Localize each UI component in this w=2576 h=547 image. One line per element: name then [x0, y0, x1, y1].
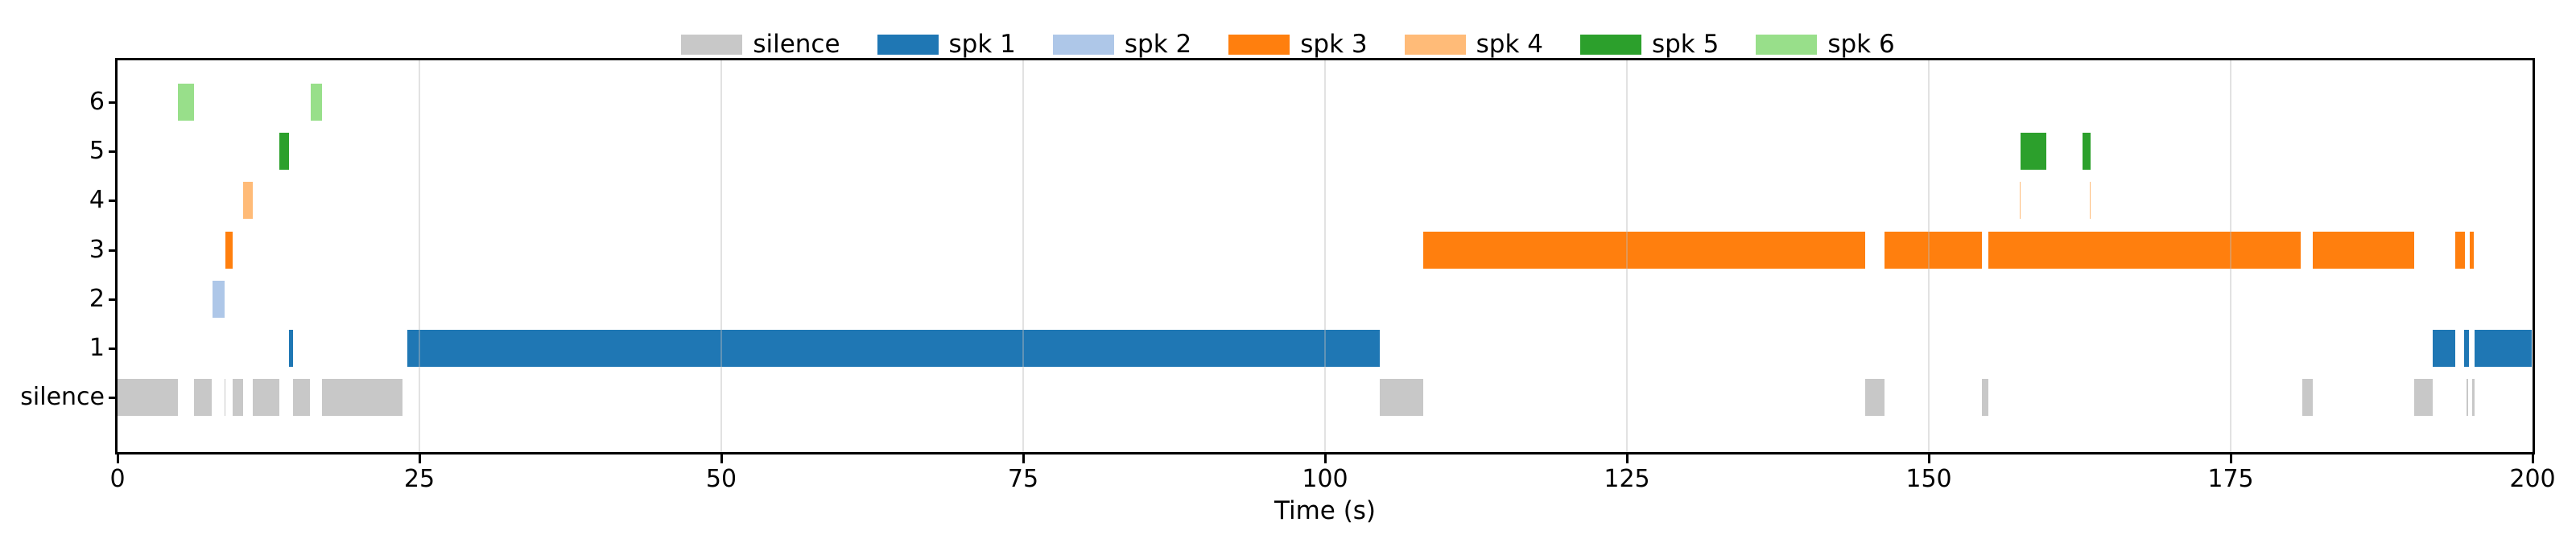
segment-spk-3: [2455, 232, 2465, 269]
y-tick-mark: [109, 396, 118, 399]
x-tick-mark: [1323, 454, 1327, 463]
y-tick-mark: [109, 298, 118, 301]
segment-silence: [253, 379, 279, 416]
legend: silence spk 1 spk 2 spk 3 spk 4 spk 5 spk 6: [0, 32, 2576, 57]
segment-spk-1: [289, 330, 293, 367]
legend-item-spk-4: spk 4: [1404, 30, 1543, 59]
segment-spk-4: [243, 182, 253, 219]
segment-spk-6: [311, 84, 322, 121]
gridline: [1324, 60, 1326, 452]
x-tick-mark: [1625, 454, 1629, 463]
segment-spk-3: [2470, 232, 2474, 269]
segment-spk-5: [279, 133, 289, 170]
segment-spk-5: [2021, 133, 2046, 170]
x-tick-label-75: 75: [1007, 465, 1039, 493]
y-tick-mark: [109, 347, 118, 350]
legend-swatch-icon: [1404, 35, 1466, 55]
gridline: [1022, 60, 1024, 452]
x-tick-mark: [1022, 454, 1025, 463]
legend-label: spk 3: [1300, 30, 1368, 59]
x-tick-label-175: 175: [2207, 465, 2254, 493]
segment-spk-3: [1988, 232, 2301, 269]
y-tick-label-4: 4: [89, 186, 105, 214]
legend-label: spk 6: [1827, 30, 1895, 59]
plot-area: [118, 60, 2533, 452]
segment-silence: [292, 379, 310, 416]
segment-spk-4: [2089, 182, 2091, 219]
legend-label: spk 2: [1124, 30, 1192, 59]
segment-silence: [2414, 379, 2433, 416]
segment-spk-6: [178, 84, 194, 121]
segment-spk-3: [1422, 232, 1865, 269]
x-tick-mark: [2229, 454, 2232, 463]
x-tick-label-0: 0: [109, 465, 126, 493]
gridline: [419, 60, 420, 452]
x-tick-mark: [1927, 454, 1930, 463]
segment-silence: [2301, 379, 2313, 416]
segment-spk-2: [212, 281, 225, 318]
segment-silence: [1379, 379, 1423, 416]
y-tick-label-2: 2: [89, 285, 105, 313]
legend-swatch-icon: [1756, 35, 1818, 55]
y-tick-mark: [109, 249, 118, 252]
segment-spk-3: [1884, 232, 1982, 269]
legend-swatch-icon: [1579, 35, 1641, 55]
gridline: [720, 60, 722, 452]
segment-silence: [2467, 379, 2469, 416]
legend-item-spk-6: spk 6: [1756, 30, 1895, 59]
segment-silence: [1864, 379, 1885, 416]
legend-item-spk-5: spk 5: [1579, 30, 1719, 59]
segment-silence: [232, 379, 243, 416]
legend-label: spk 1: [948, 30, 1016, 59]
legend-item-silence: silence: [681, 32, 840, 57]
segment-spk-5: [2082, 133, 2091, 170]
segment-silence: [1982, 379, 1988, 416]
segment-silence: [193, 379, 212, 416]
x-tick-label-150: 150: [1905, 465, 1952, 493]
y-tick-mark: [109, 199, 118, 202]
segment-spk-3: [2313, 232, 2414, 269]
segment-spk-1: [2432, 330, 2455, 367]
segment-silence: [321, 379, 402, 416]
x-tick-mark: [720, 454, 723, 463]
y-tick-label-silence: silence: [20, 383, 105, 411]
x-tick-mark: [418, 454, 421, 463]
gridline: [2230, 60, 2231, 452]
legend-label: spk 5: [1651, 30, 1719, 59]
y-tick-label-3: 3: [89, 236, 105, 264]
y-tick-mark: [109, 101, 118, 104]
legend-swatch-icon: [1052, 35, 1114, 55]
y-tick-label-1: 1: [89, 334, 105, 362]
y-tick-label-5: 5: [89, 137, 105, 165]
gridline: [1928, 60, 1930, 452]
gridline: [1626, 60, 1628, 452]
x-tick-mark: [2531, 454, 2534, 463]
y-tick-mark: [109, 150, 118, 153]
segment-spk-1: [2475, 330, 2532, 367]
segment-spk-4: [2019, 182, 2021, 219]
segment-silence: [118, 379, 178, 416]
x-axis-title: Time (s): [1274, 496, 1377, 525]
legend-label: spk 4: [1476, 30, 1543, 59]
x-tick-label-125: 125: [1604, 465, 1650, 493]
x-tick-mark: [116, 454, 119, 463]
legend-item-spk-2: spk 2: [1052, 30, 1192, 59]
legend-item-spk-1: spk 1: [877, 32, 1016, 57]
legend-swatch-icon: [877, 35, 939, 55]
x-tick-label-100: 100: [1302, 465, 1348, 493]
segment-spk-1: [2463, 330, 2469, 367]
legend-swatch-icon: [1228, 35, 1290, 55]
x-tick-label-200: 200: [2509, 465, 2556, 493]
legend-item-spk-3: spk 3: [1228, 30, 1368, 59]
segment-silence: [224, 379, 226, 416]
y-tick-label-6: 6: [89, 88, 105, 116]
segment-silence: [2472, 379, 2475, 416]
segment-spk-1: [407, 330, 1380, 367]
x-tick-label-50: 50: [705, 465, 737, 493]
x-tick-label-25: 25: [403, 465, 436, 493]
segment-spk-3: [225, 232, 233, 269]
legend-swatch-icon: [681, 35, 743, 55]
legend-label: silence: [753, 30, 840, 59]
